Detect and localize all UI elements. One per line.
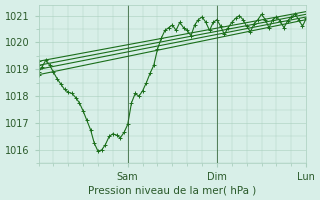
X-axis label: Pression niveau de la mer( hPa ): Pression niveau de la mer( hPa )	[88, 185, 257, 195]
